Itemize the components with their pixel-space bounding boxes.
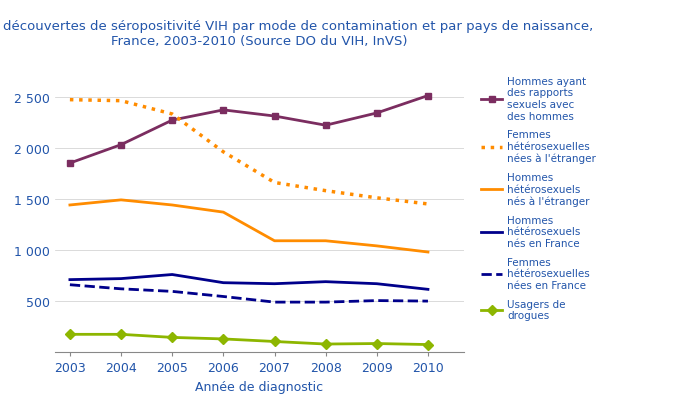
Text: Nombre de découvertes de séropositivité VIH par mode de contamination et par pay: Nombre de découvertes de séropositivité … [0,20,593,48]
X-axis label: Année de diagnostic: Année de diagnostic [195,380,323,393]
Legend: Hommes ayant
des rapports
sexuels avec
des hommes, Femmes
hétérosexuelles
nées à: Hommes ayant des rapports sexuels avec d… [481,77,596,321]
